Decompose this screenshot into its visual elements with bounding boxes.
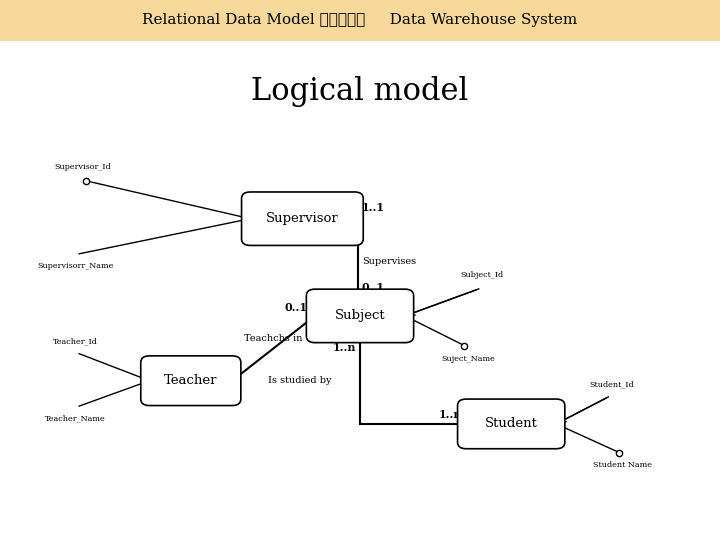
Text: Student Name: Student Name — [593, 461, 652, 469]
Text: Student: Student — [485, 417, 538, 430]
Text: 0..1: 0..1 — [361, 282, 384, 293]
Text: 0..n: 0..n — [217, 394, 240, 405]
Text: Teacher: Teacher — [164, 374, 217, 387]
Text: Supervisor_Id: Supervisor_Id — [55, 163, 111, 171]
FancyBboxPatch shape — [0, 0, 720, 40]
Text: Teachchs in: Teachchs in — [244, 334, 303, 343]
FancyBboxPatch shape — [307, 289, 413, 342]
Text: Suject_Name: Suject_Name — [441, 355, 495, 363]
Text: Supervisor: Supervisor — [266, 212, 339, 225]
Text: Subject: Subject — [335, 309, 385, 322]
FancyBboxPatch shape — [241, 192, 363, 245]
Text: 1..1: 1..1 — [361, 202, 384, 213]
Text: 1..n: 1..n — [439, 409, 462, 420]
FancyBboxPatch shape — [458, 399, 565, 449]
Text: Logical model: Logical model — [251, 76, 469, 107]
Text: Teacher_Id: Teacher_Id — [53, 338, 98, 346]
Text: Student_Id: Student_Id — [590, 381, 634, 389]
FancyBboxPatch shape — [141, 356, 240, 406]
Text: Is studied by: Is studied by — [268, 375, 331, 384]
Text: 1..n: 1..n — [333, 342, 356, 353]
Text: Supervisorr_Name: Supervisorr_Name — [37, 262, 114, 270]
Text: Supervises: Supervises — [361, 258, 416, 266]
Text: 0..1: 0..1 — [285, 302, 308, 313]
Text: Teacher_Name: Teacher_Name — [45, 414, 106, 422]
Text: Relational Data Model สำหรบ     Data Warehouse System: Relational Data Model สำหรบ Data Warehou… — [143, 14, 577, 27]
Text: Subject_Id: Subject_Id — [461, 271, 504, 279]
